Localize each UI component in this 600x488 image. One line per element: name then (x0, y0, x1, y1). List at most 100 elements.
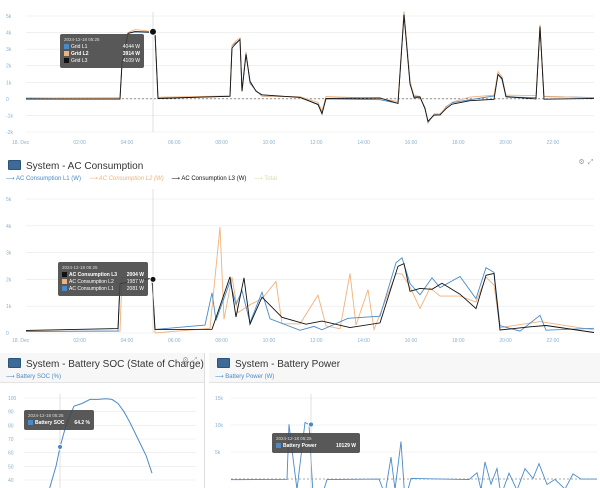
x-tick-label: 20:00 (499, 338, 512, 344)
x-tick-label: 12:00 (310, 140, 323, 146)
tooltip-date: 2024-12-18 05:25 (62, 265, 98, 270)
swatch-l2 (62, 279, 67, 285)
tooltip-value: 10129 W (335, 443, 356, 449)
y-tick-label: 15k (215, 396, 224, 402)
tooltip-label: Grid L1 (71, 44, 88, 50)
soc-tooltip: 2024-12-18 05:25 Battery SOC 64.2 % (24, 410, 94, 430)
y-tick-label: 60 (8, 451, 14, 457)
hover-point (308, 421, 314, 428)
x-tick-label: 18:00 (452, 140, 465, 146)
x-tick-label: 14:00 (357, 140, 370, 146)
chart-legend: ⟶ Battery SOC (%) (6, 373, 67, 380)
tooltip-label: Grid L2 (71, 51, 89, 57)
tooltip-value: 2004 W (126, 272, 144, 278)
tooltip-date: 2024-12-18 05:25 (64, 37, 100, 42)
legend-item-l1[interactable]: ⟶ AC Consumption L1 (W) (6, 176, 81, 182)
legend-item-l3[interactable]: ⟶ AC Consumption L3 (W) (171, 176, 247, 182)
grid-line-l2 (25, 11, 595, 124)
swatch-l3 (62, 272, 67, 278)
x-tick-label: 04:00 (121, 338, 134, 344)
tooltip-row: Battery SOC 64.2 % (28, 420, 90, 427)
tooltip-label: AC Consumption L2 (69, 279, 114, 285)
tooltip-row: AC Consumption L3 2004 W (62, 272, 144, 279)
y-tick-label: -2k (6, 130, 13, 136)
tooltip-value: 64.2 % (74, 420, 90, 426)
x-tick-label: 16:00 (405, 140, 418, 146)
y-tick-label: 40 (8, 478, 14, 484)
swatch-l3 (64, 58, 69, 64)
grid-line-l3 (25, 14, 595, 123)
y-tick-label: 2k (6, 277, 12, 283)
y-tick-label: 1k (6, 304, 12, 310)
x-tick-label: 04:00 (121, 140, 134, 146)
monitor-icon (8, 358, 21, 368)
ac-consumption-panel: System - AC Consumption ⟶ AC Consumption… (0, 155, 600, 345)
swatch-l1 (62, 286, 67, 292)
swatch-l1 (64, 44, 69, 50)
expand-icon[interactable]: ⤢ (587, 159, 594, 166)
x-tick-label: 06:00 (168, 140, 181, 146)
grid-tooltip: 2024-12-18 05:25 Grid L1 4044 W Grid L2 39… (60, 34, 144, 68)
chart-legend: ⟶ AC Consumption L1 (W) ⟶ AC Consumption… (6, 175, 283, 182)
tooltip-row: AC Consumption L2 1987 W (62, 279, 144, 286)
hover-point (149, 275, 157, 283)
y-tick-label: 80 (8, 423, 14, 429)
grid-chart-panel: 5k 4k 3k 2k 1k 0 -1k -2k 18. Dec 02:00 04:00 06:00 0… (0, 0, 600, 150)
x-tick-label: 18. Dec (12, 140, 30, 146)
tooltip-row: Grid L3 4109 W (64, 58, 140, 65)
tooltip-label: Grid L3 (71, 58, 88, 64)
tooltip-value: 2081 W (126, 286, 144, 292)
settings-icon[interactable]: ⚙ (182, 357, 189, 364)
bp-chart-svg[interactable]: 15k 10k 5k (209, 353, 600, 488)
tooltip-value: 3914 W (122, 51, 140, 57)
tooltip-label: AC Consumption L1 (69, 286, 114, 292)
tooltip-date: 2024-12-18 05:25 (276, 436, 312, 441)
settings-icon[interactable]: ⚙ (578, 159, 585, 166)
legend-item-battery-power[interactable]: ⟶ Battery Power (W) (215, 374, 275, 380)
x-tick-label: 20:00 (499, 140, 512, 146)
x-tick-label: 18:00 (452, 338, 465, 344)
x-tick-label: 02:00 (73, 338, 86, 344)
y-tick-label: 4k (6, 31, 12, 37)
y-tick-label: 10k (215, 423, 224, 429)
y-tick-label: 3k (6, 47, 12, 53)
x-tick-label: 08:00 (215, 140, 228, 146)
y-tick-label: 1k (6, 80, 12, 86)
tooltip-date: 2024-12-18 05:25 (28, 413, 64, 418)
legend-item-total[interactable]: ⟶ Total (254, 176, 277, 182)
ac-tooltip: 2024-12-18 05:25 AC Consumption L3 2004 W… (58, 262, 148, 296)
tooltip-row: Grid L1 4044 W (64, 44, 140, 51)
x-tick-label: 02:00 (73, 140, 86, 146)
x-tick-label: 10:00 (263, 338, 276, 344)
hover-point (149, 27, 157, 36)
y-tick-label: 0 (6, 97, 9, 103)
x-tick-label: 10:00 (263, 140, 276, 146)
y-tick-label: 5k (6, 14, 12, 20)
tooltip-row: AC Consumption L1 2081 W (62, 286, 144, 293)
y-tick-label: 50 (8, 464, 14, 470)
y-tick-label: 4k (6, 224, 12, 230)
expand-icon[interactable]: ⤢ (191, 357, 198, 364)
y-tick-label: 5k (6, 197, 12, 203)
legend-item-soc[interactable]: ⟶ Battery SOC (%) (6, 374, 61, 380)
battery-power-line (230, 421, 597, 488)
panel-controls: ⚙ ⤢ (578, 159, 596, 171)
legend-item-l2[interactable]: ⟶ AC Consumption L2 (W) (88, 176, 164, 182)
tooltip-label: Battery Power (283, 443, 317, 449)
ac-line-l2 (25, 227, 595, 334)
soc-line (49, 398, 153, 488)
x-tick-label: 08:00 (215, 338, 228, 344)
y-tick-label: 100 (8, 396, 17, 402)
tooltip-value: 4044 W (122, 44, 140, 50)
chart-legend: ⟶ Battery Power (W) (215, 373, 280, 380)
x-tick-label: 22:00 (547, 338, 560, 344)
y-tick-label: 90 (8, 410, 14, 416)
grid-chart-svg[interactable]: 5k 4k 3k 2k 1k 0 -1k -2k 18. Dec 02:00 04:00 06:00 0… (0, 0, 600, 150)
x-tick-label: 12:00 (310, 338, 323, 344)
tooltip-label: AC Consumption L3 (69, 272, 118, 278)
tooltip-value: 1987 W (126, 279, 144, 285)
soc-chart-svg[interactable]: 100 90 80 70 60 50 40 (0, 353, 205, 488)
x-tick-label: 14:00 (357, 338, 370, 344)
monitor-icon (8, 160, 21, 170)
ac-chart-svg[interactable]: 5k 4k 3k 2k 1k 018. Dec 02:00 04:00 06:00 08:00 10… (0, 155, 600, 345)
